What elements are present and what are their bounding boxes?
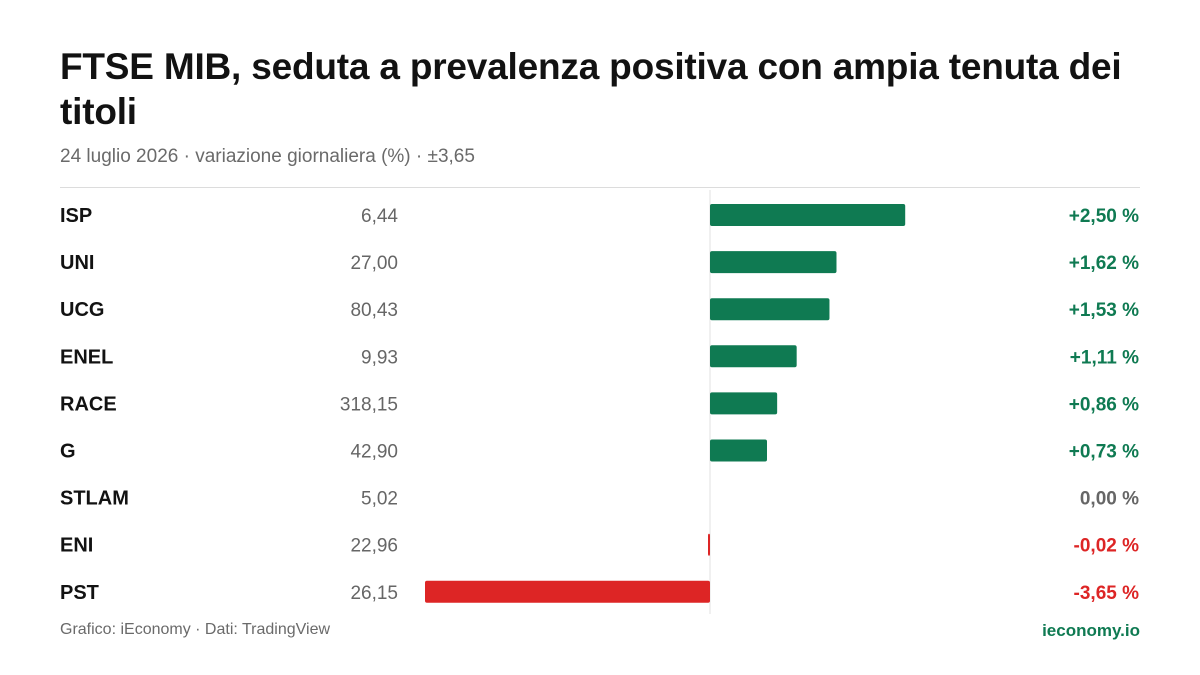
bar-row: UCG 80,43 +1,53 % [60,298,1139,321]
bar [425,580,710,603]
row-price: 42,90 [350,442,398,463]
row-ticker: RACE [60,393,117,415]
row-change-label: -0,02 % [1074,536,1140,557]
row-price: 5,02 [361,489,398,510]
row-price: 318,15 [340,394,398,415]
row-price: 27,00 [350,253,398,274]
bar [710,439,767,462]
bar-row: PST 26,15 -3,65 % [60,580,1140,604]
bar [710,298,830,321]
bar-row: G 42,90 +0,73 % [60,439,1139,463]
bar-row: UNI 27,00 +1,62 % [60,251,1139,274]
chart-title: FTSE MIB, seduta a prevalenza positiva c… [60,46,1122,132]
row-price: 22,96 [350,536,398,557]
bar-row: STLAM 5,02 0,00 % [60,488,1139,510]
row-ticker: UCG [60,299,104,321]
row-change-label: +0,86 % [1069,394,1139,415]
row-change-label: +2,50 % [1069,206,1139,227]
bar-row: ENI 22,96 -0,02 % [60,533,1140,557]
row-change-label: +0,73 % [1069,442,1139,463]
header-divider [60,187,1140,188]
bar [708,533,710,556]
row-ticker: G [60,441,76,463]
bar [710,204,906,226]
brand-link[interactable]: ieconomy.io [1042,621,1140,640]
row-change-label: +1,53 % [1069,300,1139,321]
chart-subtitle: 24 luglio 2026 · variazione giornaliera … [60,146,475,167]
row-price: 26,15 [350,583,398,604]
row-ticker: STLAM [60,488,129,510]
row-change-label: -3,65 % [1074,583,1140,604]
bar [710,345,797,368]
row-ticker: ISP [60,205,92,227]
row-ticker: UNI [60,252,94,274]
row-price: 80,43 [350,300,398,321]
row-change-label: +1,62 % [1069,253,1139,274]
row-ticker: ENEL [60,346,113,368]
bar-row: ISP 6,44 +2,50 % [60,204,1139,227]
bar [710,251,837,274]
bar-row: RACE 318,15 +0,86 % [60,392,1139,415]
row-ticker: PST [60,582,99,604]
bar [710,392,778,415]
row-price: 6,44 [361,206,398,227]
source-note: Grafico: iEconomy · Dati: TradingView [60,621,331,638]
bar-row: ENEL 9,93 +1,11 % [60,345,1139,368]
row-price: 9,93 [361,347,398,368]
row-ticker: ENI [60,535,93,557]
row-change-label: +1,11 % [1070,347,1139,368]
row-change-label: 0,00 % [1080,489,1139,510]
